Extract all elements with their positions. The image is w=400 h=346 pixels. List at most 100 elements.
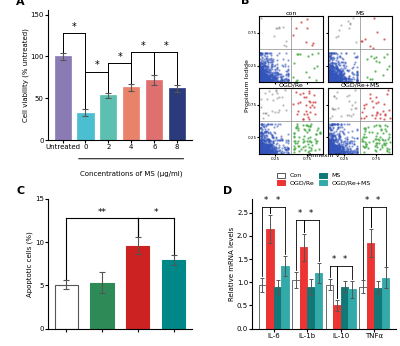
Point [265, 144, 271, 150]
Point [263, 143, 269, 148]
Point [326, 145, 332, 151]
Point [326, 151, 332, 156]
Point [262, 78, 269, 84]
Point [257, 149, 263, 154]
Point [282, 149, 289, 155]
Point [269, 71, 276, 76]
Point [334, 78, 340, 84]
Point [326, 144, 333, 149]
Point [328, 78, 334, 84]
Point [262, 128, 268, 134]
Point [264, 144, 270, 149]
Point [326, 124, 332, 130]
Point [348, 147, 354, 153]
Point [267, 142, 274, 148]
Point [366, 92, 373, 97]
Point [307, 147, 314, 153]
Point [259, 52, 265, 57]
Point [259, 56, 265, 61]
Point [257, 62, 263, 67]
Point [269, 77, 275, 83]
Point [329, 71, 335, 76]
Point [330, 65, 336, 70]
Point [261, 76, 268, 82]
Point [258, 133, 265, 139]
Point [328, 137, 334, 143]
Point [257, 150, 264, 156]
Bar [360, 287, 367, 329]
Point [326, 74, 332, 79]
Point [258, 78, 264, 83]
Point [317, 130, 324, 136]
Point [328, 140, 334, 146]
Point [285, 63, 291, 69]
Point [258, 149, 264, 154]
Point [257, 64, 263, 70]
Point [335, 125, 341, 130]
Point [326, 72, 332, 78]
Point [271, 151, 278, 156]
Point [328, 147, 335, 153]
Point [259, 76, 266, 82]
Point [258, 144, 264, 149]
Point [330, 148, 337, 154]
Point [263, 151, 269, 157]
Point [337, 79, 344, 85]
Point [331, 137, 338, 143]
Point [285, 70, 291, 75]
Point [269, 138, 276, 144]
Point [329, 147, 335, 153]
Point [303, 16, 310, 21]
Point [265, 113, 272, 118]
Point [330, 139, 336, 144]
Point [273, 123, 280, 129]
Y-axis label: Apoptotic cells (%): Apoptotic cells (%) [27, 231, 34, 297]
Point [326, 147, 333, 152]
Point [285, 67, 291, 72]
Point [326, 124, 333, 130]
Point [330, 50, 336, 55]
Bar [146, 80, 162, 140]
Point [280, 73, 286, 79]
Point [358, 38, 364, 44]
Point [306, 90, 312, 95]
Point [294, 138, 301, 144]
Point [334, 68, 341, 73]
Point [326, 79, 333, 84]
Point [274, 148, 280, 154]
Point [259, 63, 266, 68]
Point [328, 76, 334, 82]
Point [257, 76, 263, 82]
Point [377, 115, 383, 121]
Point [327, 148, 333, 153]
Point [375, 122, 382, 128]
Point [265, 76, 272, 82]
Point [331, 146, 338, 152]
Point [261, 63, 268, 69]
Point [256, 125, 263, 130]
Point [266, 77, 272, 82]
Point [281, 63, 288, 69]
Point [269, 78, 275, 83]
Point [266, 130, 273, 135]
Point [285, 73, 291, 79]
Point [326, 147, 332, 153]
Bar [315, 273, 322, 329]
Point [330, 76, 337, 82]
Point [338, 122, 344, 128]
Point [260, 145, 267, 150]
Point [261, 68, 267, 73]
Point [260, 62, 266, 68]
Point [386, 147, 392, 152]
Point [274, 26, 281, 31]
Point [256, 77, 263, 83]
Point [258, 74, 265, 80]
Point [384, 148, 390, 154]
Point [266, 144, 272, 149]
Point [258, 151, 264, 156]
Point [380, 108, 386, 113]
Point [279, 148, 286, 154]
Point [257, 75, 263, 81]
Point [329, 76, 336, 82]
Point [271, 125, 278, 130]
